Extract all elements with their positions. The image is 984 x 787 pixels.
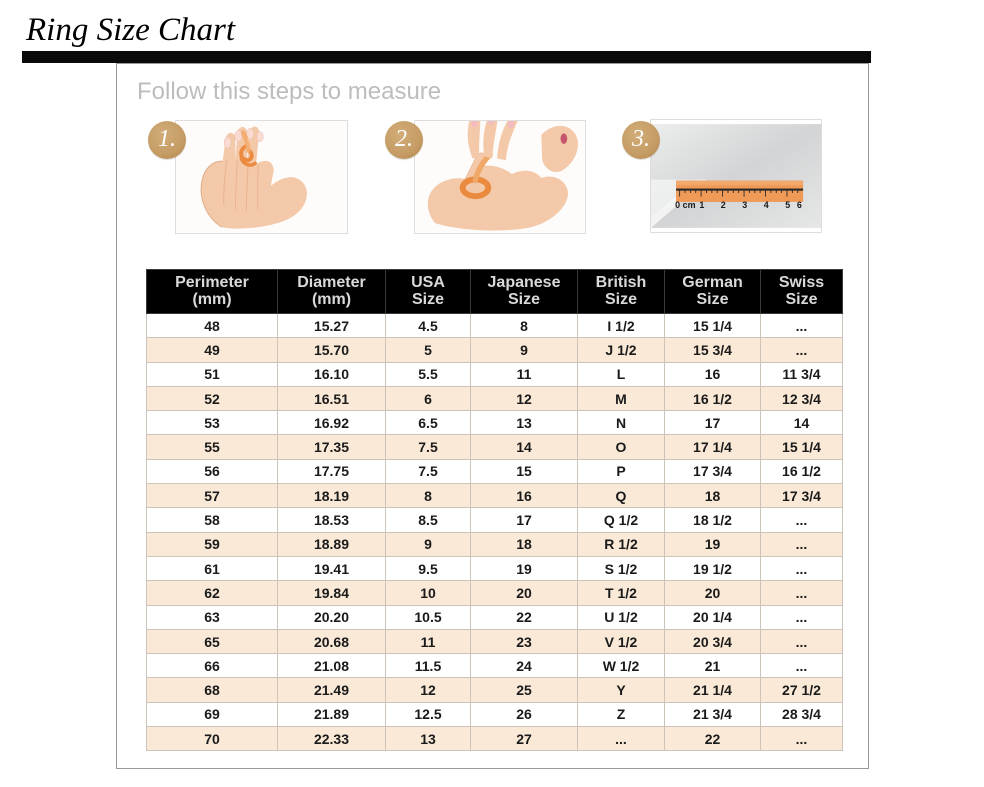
svg-text:2: 2 (721, 200, 726, 210)
svg-text:4: 4 (764, 200, 769, 210)
svg-text:5: 5 (785, 200, 790, 210)
svg-text:3: 3 (742, 200, 747, 210)
svg-text:0 cm: 0 cm (675, 200, 695, 210)
svg-text:1: 1 (699, 200, 704, 210)
svg-text:6: 6 (797, 200, 802, 210)
